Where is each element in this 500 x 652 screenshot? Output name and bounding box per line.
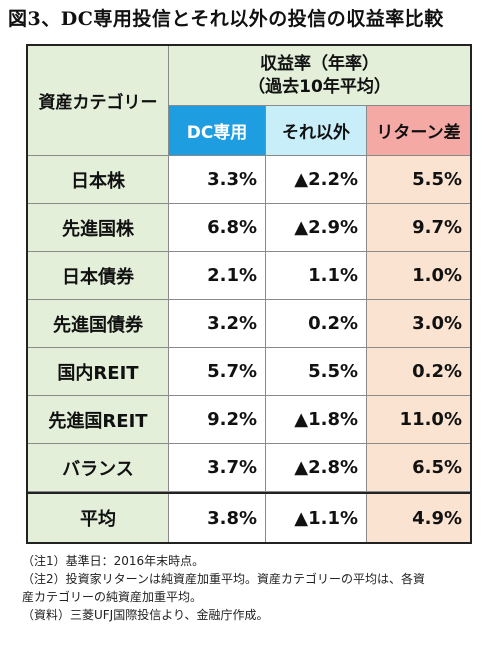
returns-header: 収益率（年率） （過去10年平均） bbox=[169, 46, 470, 106]
returns-header-line2: （過去10年平均） bbox=[248, 76, 391, 97]
dc-value: 3.7% bbox=[169, 444, 266, 492]
dc-value: 3.2% bbox=[169, 300, 266, 348]
row-label: 日本株 bbox=[28, 156, 169, 204]
dc-value: 2.1% bbox=[169, 252, 266, 300]
diff-column-header: リターン差 bbox=[367, 106, 470, 156]
category-header: 資産カテゴリー bbox=[28, 46, 169, 156]
average-other-value: ▲1.1% bbox=[266, 494, 367, 542]
returns-table: 資産カテゴリー 収益率（年率） （過去10年平均） DC専用 それ以外 リターン… bbox=[26, 44, 472, 544]
average-diff-value: 4.9% bbox=[367, 494, 470, 542]
other-value: 1.1% bbox=[266, 252, 367, 300]
average-dc-value: 3.8% bbox=[169, 494, 266, 542]
diff-value: 0.2% bbox=[367, 348, 470, 396]
row-label: バランス bbox=[28, 444, 169, 492]
row-label: 先進国債券 bbox=[28, 300, 169, 348]
row-label: 先進国REIT bbox=[28, 396, 169, 444]
dc-value: 6.8% bbox=[169, 204, 266, 252]
dc-column-header: DC専用 bbox=[169, 106, 266, 156]
row-label: 日本債券 bbox=[28, 252, 169, 300]
diff-value: 5.5% bbox=[367, 156, 470, 204]
diff-value: 6.5% bbox=[367, 444, 470, 492]
diff-value: 3.0% bbox=[367, 300, 470, 348]
returns-header-line1: 収益率（年率） bbox=[260, 53, 379, 74]
dc-value: 9.2% bbox=[169, 396, 266, 444]
other-value: ▲1.8% bbox=[266, 396, 367, 444]
figure-title: 図3、DC専用投信とそれ以外の投信の収益率比較 bbox=[8, 8, 444, 30]
dc-value: 5.7% bbox=[169, 348, 266, 396]
footnotes: （注1）基準日：2016年末時点。 （注2）投資家リターンは純資産加重平均。資産… bbox=[22, 552, 484, 624]
diff-value: 9.7% bbox=[367, 204, 470, 252]
diff-value: 1.0% bbox=[367, 252, 470, 300]
note-1: （注1）基準日：2016年末時点。 bbox=[22, 554, 205, 568]
dc-value: 3.3% bbox=[169, 156, 266, 204]
other-value: ▲2.9% bbox=[266, 204, 367, 252]
other-value: ▲2.2% bbox=[266, 156, 367, 204]
average-label: 平均 bbox=[28, 494, 169, 542]
row-label: 国内REIT bbox=[28, 348, 169, 396]
note-2-line1: （注2）投資家リターンは純資産加重平均。資産カテゴリーの平均は、各資 bbox=[22, 572, 426, 586]
diff-value: 11.0% bbox=[367, 396, 470, 444]
note-2-line2: 産カテゴリーの純資産加重平均。 bbox=[22, 590, 203, 604]
row-label: 先進国株 bbox=[28, 204, 169, 252]
other-column-header: それ以外 bbox=[266, 106, 367, 156]
other-value: 0.2% bbox=[266, 300, 367, 348]
other-value: ▲2.8% bbox=[266, 444, 367, 492]
source-note: （資料）三菱UFJ国際投信より、金融庁作成。 bbox=[22, 608, 269, 622]
other-value: 5.5% bbox=[266, 348, 367, 396]
average-separator bbox=[28, 492, 470, 494]
